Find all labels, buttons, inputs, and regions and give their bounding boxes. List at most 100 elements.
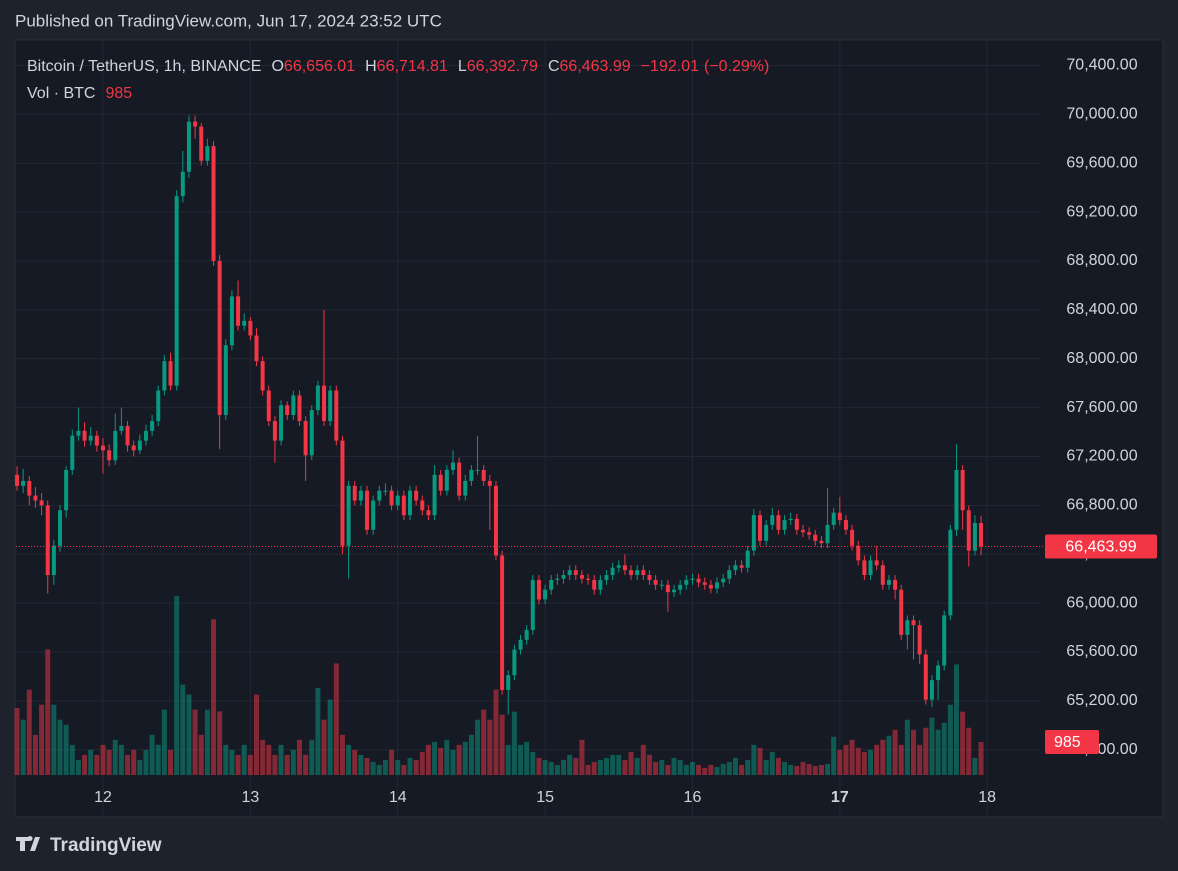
candle-body: [659, 584, 664, 586]
volume-bar: [278, 744, 284, 775]
candle-body: [727, 570, 732, 579]
volume-bar: [284, 754, 290, 775]
candle-body: [199, 126, 204, 161]
ohlc-prefix: O: [271, 58, 284, 75]
volume-bar: [548, 761, 554, 775]
volume-bar: [217, 711, 223, 775]
volume-bar: [542, 759, 548, 775]
candle-body: [113, 430, 118, 461]
volume-bar: [51, 704, 57, 775]
volume-bar: [677, 759, 683, 775]
volume-bar: [168, 749, 174, 775]
candle-body: [205, 146, 210, 161]
candle-body: [979, 522, 984, 547]
candle-body: [211, 146, 216, 261]
volume-bar: [481, 709, 487, 775]
candle-body: [223, 345, 228, 415]
ohlc-value: 66,463.99: [559, 58, 631, 75]
candle-body: [229, 296, 234, 346]
volume-bar: [671, 757, 677, 775]
candle-body: [579, 575, 584, 579]
candle-body: [377, 490, 382, 501]
volume-bar: [75, 759, 81, 775]
candle-body: [457, 462, 462, 496]
candle-body: [248, 320, 253, 336]
volume-bar: [616, 754, 622, 775]
candle-body: [414, 490, 419, 501]
candle-body: [131, 445, 136, 451]
volume-bar: [874, 744, 880, 775]
candle-body: [530, 579, 535, 631]
volume-bar: [806, 763, 812, 775]
candle-body: [776, 515, 781, 530]
volume-bar: [886, 735, 892, 775]
volume-bar: [904, 719, 910, 775]
candle-body: [272, 421, 277, 441]
volume-bar: [524, 741, 530, 775]
candle-body: [592, 579, 597, 590]
candle-body: [733, 565, 738, 571]
ohlc-value: 66,656.01: [283, 58, 356, 75]
volume-bar: [487, 719, 493, 775]
candle-body: [45, 505, 50, 576]
volume-bar: [94, 754, 100, 775]
volume-bar: [444, 739, 450, 775]
volume-bar: [20, 719, 26, 775]
candle-body: [291, 395, 296, 415]
logo: [16, 836, 40, 851]
candle-body: [119, 425, 124, 431]
volume-bar: [800, 761, 806, 775]
candle-body: [279, 405, 284, 441]
volume-bar: [247, 754, 253, 775]
candle-body: [923, 654, 928, 700]
candle-body: [696, 578, 701, 583]
volume-bar: [732, 757, 738, 775]
candle-body: [819, 540, 824, 544]
volume-tag: [1045, 730, 1099, 755]
volume-bar: [45, 649, 51, 775]
x-tick-label: 12: [94, 789, 112, 806]
candle-body: [365, 490, 370, 530]
candle-body: [622, 565, 627, 571]
y-tick-label: 66,800.00: [1066, 497, 1137, 514]
candle-body: [868, 560, 873, 576]
candle-body: [383, 490, 388, 492]
volume-bar: [112, 739, 118, 775]
candle-body: [917, 625, 922, 655]
candle-body: [346, 485, 351, 546]
volume-bar: [898, 744, 904, 775]
volume-bar: [241, 744, 247, 775]
candle-body: [850, 529, 855, 546]
volume-bar: [567, 754, 573, 775]
volume-bar: [57, 719, 63, 775]
y-tick-label: 65,600.00: [1066, 643, 1137, 660]
candle-body: [561, 575, 566, 579]
volume-bar: [837, 749, 843, 775]
candle-body: [125, 425, 130, 446]
candle-body: [27, 480, 32, 496]
candle-body: [156, 390, 161, 422]
candle-body: [315, 385, 320, 411]
volume-bar: [868, 749, 874, 775]
y-tick-label: 70,400.00: [1066, 57, 1137, 74]
volume-bar: [321, 719, 327, 775]
candle-body: [598, 579, 603, 590]
volume-bar: [530, 751, 536, 775]
volume-bar: [401, 764, 407, 775]
volume-bar: [788, 764, 794, 775]
volume-bar: [935, 729, 941, 775]
candle-body: [168, 361, 173, 386]
volume-bar: [211, 619, 217, 775]
volume-bar: [272, 754, 278, 775]
volume-bar: [966, 727, 972, 775]
volume-bar: [561, 759, 567, 775]
volume-bar: [554, 764, 560, 775]
candle-body: [684, 579, 689, 585]
candle-body: [586, 578, 591, 580]
volume-bar: [204, 709, 210, 775]
candle-body: [966, 510, 971, 551]
candle-body: [51, 545, 56, 576]
volume-bar: [696, 764, 702, 775]
